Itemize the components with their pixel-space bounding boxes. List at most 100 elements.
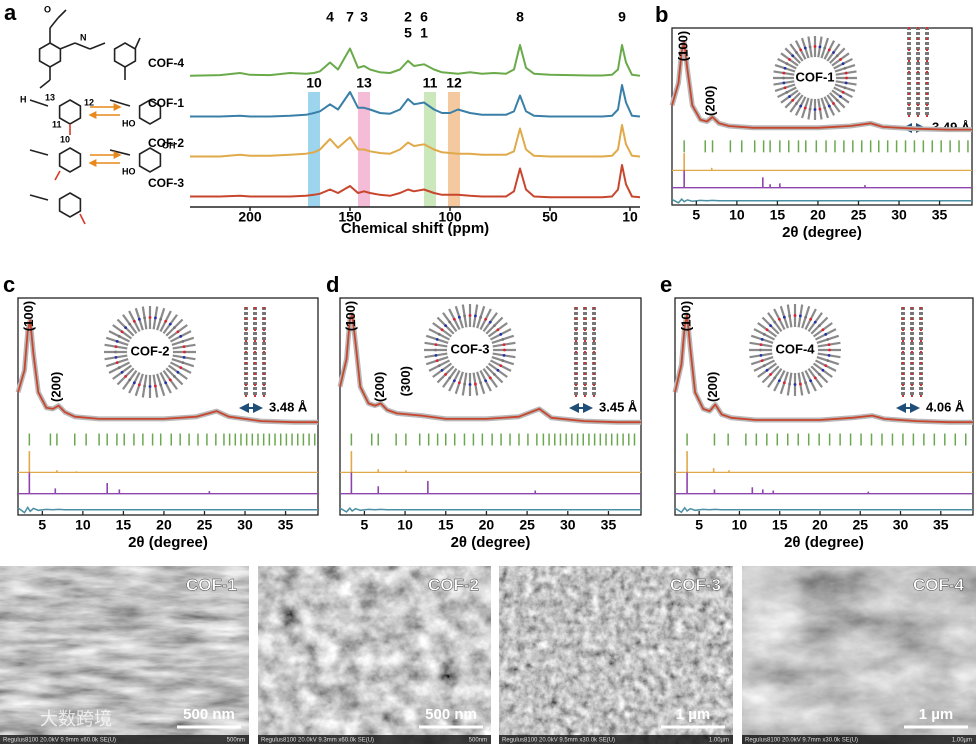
sem-info-strip bbox=[499, 735, 733, 744]
peak-label: 3 bbox=[360, 9, 368, 25]
peak-label: 6 bbox=[420, 9, 428, 25]
framework-atom bbox=[782, 315, 786, 319]
framework-atom bbox=[826, 337, 830, 341]
framework-atom bbox=[172, 326, 176, 330]
framework-atom bbox=[798, 314, 802, 318]
framework-atom bbox=[795, 102, 798, 105]
framework-atom bbox=[823, 106, 827, 110]
x-tick-label: 15 bbox=[770, 207, 786, 223]
x-tick-label: 150 bbox=[338, 209, 362, 225]
framework-atom bbox=[172, 374, 176, 378]
framework-atom bbox=[499, 332, 503, 336]
framework-atom bbox=[176, 370, 180, 374]
framework-atom bbox=[473, 314, 477, 318]
panel-label: d bbox=[326, 272, 339, 297]
framework-atom bbox=[124, 374, 128, 378]
framework-atom bbox=[492, 324, 496, 328]
framework-atom bbox=[762, 332, 766, 336]
framework-atom bbox=[159, 383, 163, 387]
framework-atom bbox=[488, 320, 492, 324]
framework-atom bbox=[818, 45, 822, 49]
framework-atom bbox=[132, 381, 136, 385]
framework-atom bbox=[769, 324, 773, 328]
watermark: 大数跨境 bbox=[40, 709, 112, 729]
atom-label: 13 bbox=[45, 92, 55, 102]
framework-atom bbox=[503, 348, 506, 352]
atom-label: HO bbox=[122, 166, 136, 176]
framework-atom bbox=[765, 368, 769, 372]
x-tick-label: 35 bbox=[278, 517, 294, 533]
pattern-line bbox=[674, 313, 973, 424]
framework-atom bbox=[828, 348, 831, 352]
framework-atom bbox=[824, 332, 828, 336]
framework-atom bbox=[821, 368, 825, 372]
framework-atom bbox=[809, 379, 813, 383]
framework-atom bbox=[841, 90, 845, 94]
peak-label: 7 bbox=[346, 9, 354, 25]
framework-atom bbox=[760, 337, 764, 341]
sem-image bbox=[499, 566, 733, 744]
x-tick-label: 15 bbox=[116, 517, 132, 533]
framework-atom bbox=[788, 58, 791, 61]
x-tick-label: 35 bbox=[932, 207, 948, 223]
x-tick-label: 30 bbox=[560, 517, 576, 533]
framework-atom bbox=[804, 315, 808, 319]
sem-title: COF-4 bbox=[913, 575, 965, 594]
x-axis-title: Chemical shift (ppm) bbox=[341, 220, 489, 237]
peak-label: 2 bbox=[404, 9, 412, 25]
framework-atom bbox=[773, 320, 777, 324]
x-tick-label: 25 bbox=[851, 207, 867, 223]
x-axis-title: 2θ (degree) bbox=[784, 534, 864, 551]
difference-line bbox=[674, 506, 973, 514]
framework-atom bbox=[795, 51, 798, 54]
framework-atom bbox=[782, 381, 786, 385]
sem-scale-small: 1.00µm bbox=[952, 738, 972, 744]
band-label: 11 bbox=[423, 75, 438, 91]
x-tick-label: 10 bbox=[622, 209, 638, 225]
framework-atom bbox=[501, 337, 505, 341]
framework-atom bbox=[128, 378, 132, 382]
series-label: COF-1 bbox=[148, 96, 184, 110]
framework-atom bbox=[182, 345, 186, 349]
plot-frame bbox=[671, 27, 973, 206]
framework-atom bbox=[114, 355, 118, 359]
framework-atom bbox=[120, 330, 124, 334]
scale-label: 500 nm bbox=[183, 706, 235, 723]
framework-atom bbox=[488, 376, 492, 380]
framework-atom bbox=[440, 368, 444, 372]
highlight-band bbox=[424, 92, 436, 207]
panel-label: e bbox=[660, 272, 672, 297]
framework-atom bbox=[168, 322, 172, 326]
framework-atom bbox=[813, 45, 817, 48]
framework-atom bbox=[437, 332, 441, 336]
framework-atom bbox=[452, 317, 456, 321]
scale-label: 500 nm bbox=[425, 706, 477, 723]
panel-label: c bbox=[3, 272, 15, 297]
band-label: 10 bbox=[306, 75, 322, 91]
framework-atom bbox=[457, 381, 461, 385]
framework-atom bbox=[496, 368, 500, 372]
sem-scale-small: 500nm bbox=[227, 738, 245, 744]
framework-atom bbox=[827, 104, 831, 108]
framework-atom bbox=[143, 316, 147, 320]
framework-atom bbox=[479, 381, 483, 385]
framework-atom bbox=[435, 337, 439, 341]
framework-label: COF-1 bbox=[796, 69, 835, 84]
framework-atom bbox=[137, 383, 141, 387]
panel-label: a bbox=[4, 0, 17, 25]
spectrum-line bbox=[189, 44, 641, 77]
framework-atom bbox=[832, 102, 835, 105]
framework-atom bbox=[808, 45, 812, 49]
panel-label: b bbox=[655, 2, 668, 27]
framework-atom bbox=[826, 359, 830, 363]
x-tick-label: 20 bbox=[156, 517, 172, 533]
hkl-label: (300) bbox=[398, 366, 413, 396]
sem-info-strip bbox=[0, 735, 249, 744]
framework-atom bbox=[823, 46, 827, 50]
framework-atom bbox=[448, 376, 452, 380]
sem-info: Regulus8100 20.0kV 9.9mm x60.0k SE(U) bbox=[3, 738, 116, 744]
framework-atom bbox=[444, 324, 448, 328]
framework-atom bbox=[803, 106, 807, 110]
sem-info: Regulus8100 20.0kV 9.5mm x30.0k SE(U) bbox=[502, 738, 615, 744]
